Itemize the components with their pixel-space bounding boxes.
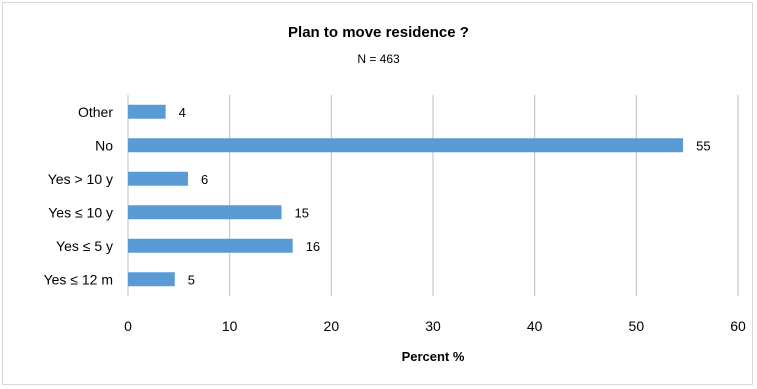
x-tick-label: 60 xyxy=(730,318,746,334)
category-label: Yes ≤ 12 m xyxy=(44,271,113,287)
bar xyxy=(128,171,188,186)
x-tick-label: 10 xyxy=(222,318,238,334)
category-label: Other xyxy=(78,104,113,120)
chart-subtitle: N = 463 xyxy=(357,52,400,66)
data-label: 5 xyxy=(188,272,195,287)
bar xyxy=(128,272,175,287)
x-tick-labels: 0 10 20 30 40 50 60 xyxy=(124,318,746,334)
gridlines xyxy=(127,95,739,296)
data-label: 15 xyxy=(295,205,309,220)
chart-frame xyxy=(2,2,753,385)
category-labels: Other No Yes > 10 y Yes ≤ 10 y Yes ≤ 5 y Yes … xyxy=(44,104,114,288)
x-tick-label: 0 xyxy=(124,318,132,334)
bars xyxy=(128,104,684,287)
data-label: 16 xyxy=(306,239,320,254)
bar xyxy=(128,205,282,220)
bar xyxy=(128,238,293,253)
x-tick-label: 30 xyxy=(425,318,441,334)
x-tick-label: 40 xyxy=(527,318,543,334)
category-label: No xyxy=(95,137,113,153)
chart-title: Plan to move residence ? xyxy=(288,24,469,41)
x-tick-label: 20 xyxy=(324,318,340,334)
data-labels: 4 55 6 15 16 5 xyxy=(179,105,711,288)
bar xyxy=(128,138,684,153)
category-label: Yes > 10 y xyxy=(48,171,113,187)
category-label: Yes ≤ 5 y xyxy=(56,238,113,254)
x-tick-label: 50 xyxy=(629,318,645,334)
data-label: 6 xyxy=(201,172,208,187)
data-label: 55 xyxy=(696,138,710,153)
x-axis-title: Percent % xyxy=(402,349,465,364)
data-label: 4 xyxy=(179,105,186,120)
category-label: Yes ≤ 10 y xyxy=(48,204,113,220)
bar xyxy=(128,104,166,119)
